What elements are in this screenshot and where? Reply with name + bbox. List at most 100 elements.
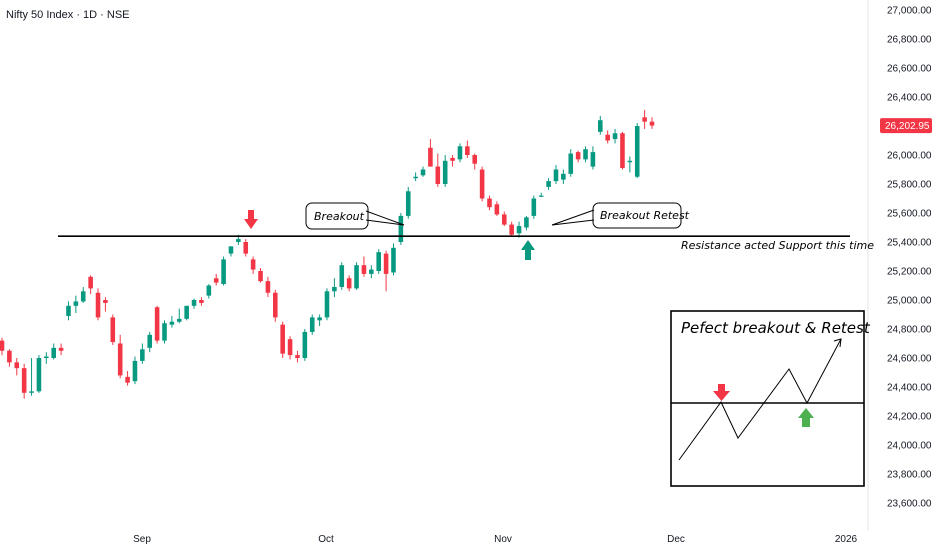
candle-body — [472, 155, 478, 164]
candle — [605, 130, 610, 144]
y-tick-label: 25,200.00 — [887, 267, 932, 278]
candle-body — [561, 173, 566, 180]
candle — [634, 123, 640, 179]
candle-body — [583, 149, 588, 160]
candle — [184, 305, 189, 321]
candle — [598, 115, 603, 135]
candle-body — [553, 169, 559, 182]
candle — [332, 278, 337, 298]
candle — [21, 363, 27, 399]
candle — [413, 172, 418, 182]
candle — [568, 149, 574, 177]
candle-body — [428, 147, 433, 167]
candle-body — [568, 153, 574, 174]
candle-body — [524, 217, 529, 228]
candle-body — [236, 239, 241, 242]
candle-body — [538, 195, 544, 197]
candle-body — [169, 321, 175, 325]
candle-body — [162, 323, 167, 341]
breakout-retest-label: Breakout Retest — [600, 209, 690, 222]
candle — [642, 110, 647, 129]
candle-body — [73, 301, 79, 306]
candle — [649, 117, 655, 129]
candle-body — [51, 347, 56, 358]
candle-body — [258, 271, 263, 282]
y-tick-label: 25,800.00 — [887, 180, 932, 191]
price-axis[interactable]: 27,000.00 26,800.00 26,600.00 26,400.00 26,2… — [887, 6, 932, 510]
candle — [110, 314, 116, 345]
candle-body — [117, 343, 123, 376]
candle — [472, 153, 478, 170]
candle-body — [88, 276, 93, 289]
candle — [538, 192, 544, 198]
candle — [317, 314, 322, 327]
candle-body — [140, 349, 145, 361]
candle-body — [95, 292, 101, 318]
candle-body — [620, 133, 625, 169]
last-price-value: 26,202.95 — [885, 121, 930, 132]
y-tick-label: 24,200.00 — [887, 412, 932, 423]
candle-body — [642, 117, 647, 122]
candle — [405, 186, 411, 219]
candle — [620, 131, 625, 170]
y-tick-label: 24,800.00 — [887, 325, 932, 336]
candle-body — [110, 317, 116, 343]
last-price-tag: 26,202.95 — [880, 118, 932, 134]
candle-body — [58, 347, 64, 351]
candle — [228, 246, 234, 257]
candle — [361, 256, 367, 277]
candle-body — [243, 242, 249, 254]
candle — [73, 295, 79, 314]
candle-body — [273, 292, 278, 318]
candle — [501, 211, 507, 227]
candle — [553, 165, 559, 184]
candle-body — [479, 169, 485, 199]
candle-body — [250, 259, 256, 270]
candle — [95, 288, 101, 321]
candle — [0, 337, 5, 356]
candle — [420, 166, 426, 177]
candle-body — [435, 166, 441, 184]
x-tick-label: 2026 — [835, 534, 858, 545]
candle — [258, 268, 263, 283]
candle-body — [21, 368, 27, 393]
candle — [428, 139, 433, 167]
candle-body — [44, 356, 49, 358]
candle-body — [80, 291, 86, 302]
y-tick-label: 23,800.00 — [887, 470, 932, 481]
candle-body — [280, 324, 285, 354]
candle — [221, 256, 226, 286]
candles — [0, 110, 655, 399]
candle — [66, 301, 71, 321]
time-axis[interactable]: Sep Oct Nov Dec 2026 — [133, 534, 857, 545]
x-tick-label: Sep — [133, 534, 151, 545]
candle-body — [501, 214, 507, 225]
candle-body — [590, 152, 596, 167]
chart-title: Nifty 50 Index · 1D · NSE — [6, 9, 130, 21]
candle — [273, 289, 278, 322]
candle — [280, 321, 285, 358]
candle — [516, 221, 522, 238]
candle-body — [324, 291, 330, 318]
candle-body — [598, 120, 603, 132]
candle — [376, 249, 381, 274]
candle-body — [612, 133, 618, 140]
candle-body — [7, 350, 12, 363]
candle-body — [206, 285, 212, 296]
candle-body — [213, 278, 219, 283]
inset-illustration: Pefect breakout & Retest — [670, 310, 871, 487]
candle — [465, 140, 470, 158]
candle — [191, 298, 197, 309]
candle-body — [228, 246, 234, 254]
candle-body — [376, 252, 381, 271]
candle — [125, 371, 130, 386]
candle — [80, 286, 86, 303]
candle — [36, 355, 42, 393]
y-tick-label: 24,400.00 — [887, 383, 932, 394]
candle-body — [103, 300, 108, 303]
candle-body — [295, 355, 300, 358]
candle-body — [191, 300, 197, 306]
down-arrow-icon — [244, 210, 258, 229]
x-tick-label: Dec — [667, 534, 685, 545]
